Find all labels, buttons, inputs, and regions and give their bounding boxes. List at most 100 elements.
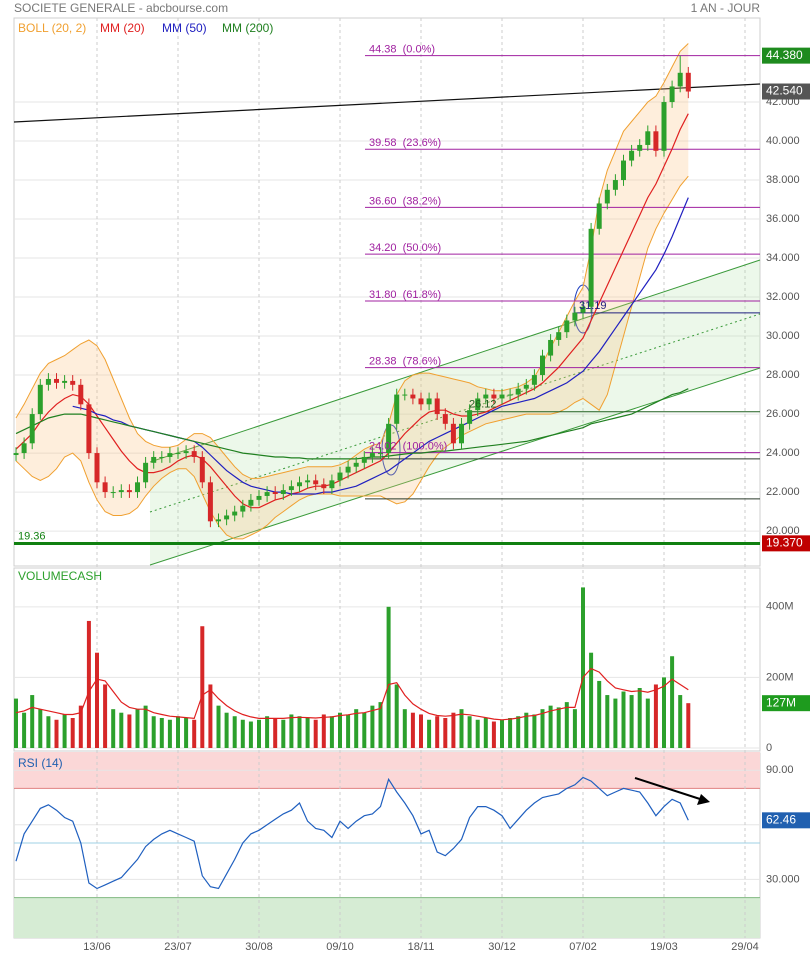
candle-body	[191, 451, 197, 457]
volume-bar	[589, 652, 594, 748]
candle-body	[54, 378, 59, 383]
volume-bar	[257, 719, 261, 748]
volume-tag-label: 127M	[766, 695, 796, 709]
channel-mid	[149, 313, 761, 513]
trendline	[13, 83, 761, 123]
volume-average	[15, 667, 689, 721]
x-tick-label: 30/08	[245, 941, 273, 953]
candle-body	[264, 492, 270, 496]
oversold-zone	[14, 897, 760, 938]
candle-body	[280, 490, 286, 495]
candle-body	[459, 423, 464, 444]
y-tick-label: 200M	[766, 671, 794, 683]
candle-body	[272, 492, 278, 495]
candle-body	[313, 480, 319, 485]
candle-body	[207, 482, 213, 522]
volume-bar	[459, 709, 464, 748]
candle-body	[564, 320, 570, 333]
x-tick-label: 18/11	[408, 941, 435, 953]
panel-title: RSI (14)	[18, 756, 63, 770]
rsi-line	[15, 776, 689, 890]
legend-entry: MM (20)	[100, 21, 145, 35]
volume-bar	[637, 688, 642, 748]
fibonacci-label: 44.38 (0.0%)	[369, 44, 435, 56]
y-tick-label: 32.000	[766, 291, 800, 303]
volume-bar	[224, 712, 229, 748]
volume-bar	[475, 719, 480, 748]
candle-body	[151, 456, 157, 463]
volume-bar	[548, 705, 553, 748]
candle-body	[232, 511, 238, 516]
fibonacci-label: 39.58 (23.6%)	[369, 137, 441, 149]
candle-body	[86, 404, 92, 454]
bollinger-upper	[15, 43, 689, 479]
volume-bar	[662, 677, 666, 748]
candle-body	[288, 486, 294, 491]
volume-bar	[467, 716, 472, 748]
volume-bar	[265, 716, 270, 748]
level-label: 19.36	[18, 530, 46, 542]
volume-bar	[532, 714, 537, 748]
candle-body	[394, 394, 400, 424]
candle-body	[661, 102, 667, 151]
candle-body	[629, 150, 635, 161]
volume-bar	[564, 702, 569, 748]
candle-body	[369, 453, 375, 457]
panel-frame	[13, 567, 761, 752]
candle-body	[45, 378, 51, 385]
volume-bar	[143, 705, 148, 748]
fibonacci-label: 24.02 (100.0%)	[369, 441, 447, 453]
legend-entry: BOLL (20, 2)	[18, 21, 86, 35]
candle-body	[604, 189, 610, 204]
legend-entry: MM (50)	[162, 21, 207, 35]
candle-body	[653, 131, 659, 151]
moving-average	[15, 388, 689, 460]
candle-body	[402, 394, 408, 396]
x-tick-label: 30/12	[488, 941, 516, 953]
fibonacci-label: 36.60 (38.2%)	[369, 195, 441, 207]
candle-body	[386, 423, 392, 454]
volume-bar	[135, 709, 140, 748]
volume-bar	[127, 714, 132, 748]
volume-bar	[46, 716, 51, 748]
candle-body	[499, 394, 505, 399]
volume-bar	[556, 707, 561, 748]
candle-body	[62, 380, 68, 383]
y-tick-label: 400M	[766, 601, 794, 613]
y-tick-label: 20.000	[766, 525, 800, 537]
volume-bar	[645, 698, 650, 748]
volume-bar	[176, 716, 180, 748]
candle-body	[37, 384, 43, 415]
candle-body	[467, 410, 473, 424]
volume-bar	[419, 714, 423, 748]
candle-body	[540, 355, 545, 376]
candle-body	[305, 480, 311, 483]
legend-entry: MM (200)	[222, 21, 273, 35]
volume-bar	[346, 714, 351, 748]
drawings	[13, 83, 761, 805]
candle-body	[572, 312, 578, 321]
candle-body	[475, 398, 481, 411]
volume-bar	[95, 652, 99, 748]
candle-body	[248, 499, 254, 506]
y-tick-label: 22.000	[766, 486, 800, 498]
candle-body	[21, 443, 27, 454]
price-tag	[762, 83, 810, 100]
candle-body	[450, 423, 456, 444]
volume-bar	[159, 718, 164, 748]
price-tag-label: 44.380	[766, 48, 803, 62]
candle-body	[361, 456, 367, 463]
volume-bar	[240, 719, 245, 748]
header-period: 1 AN - JOUR	[691, 1, 761, 15]
candle-body	[224, 515, 230, 520]
candle-body	[588, 228, 594, 307]
volume-bar	[14, 698, 18, 748]
candle-body	[175, 453, 181, 455]
arrow-head	[697, 794, 710, 805]
volume-bar	[500, 719, 504, 748]
candle-body	[183, 451, 189, 454]
candle-body	[321, 484, 327, 489]
volume-bar	[597, 680, 602, 748]
